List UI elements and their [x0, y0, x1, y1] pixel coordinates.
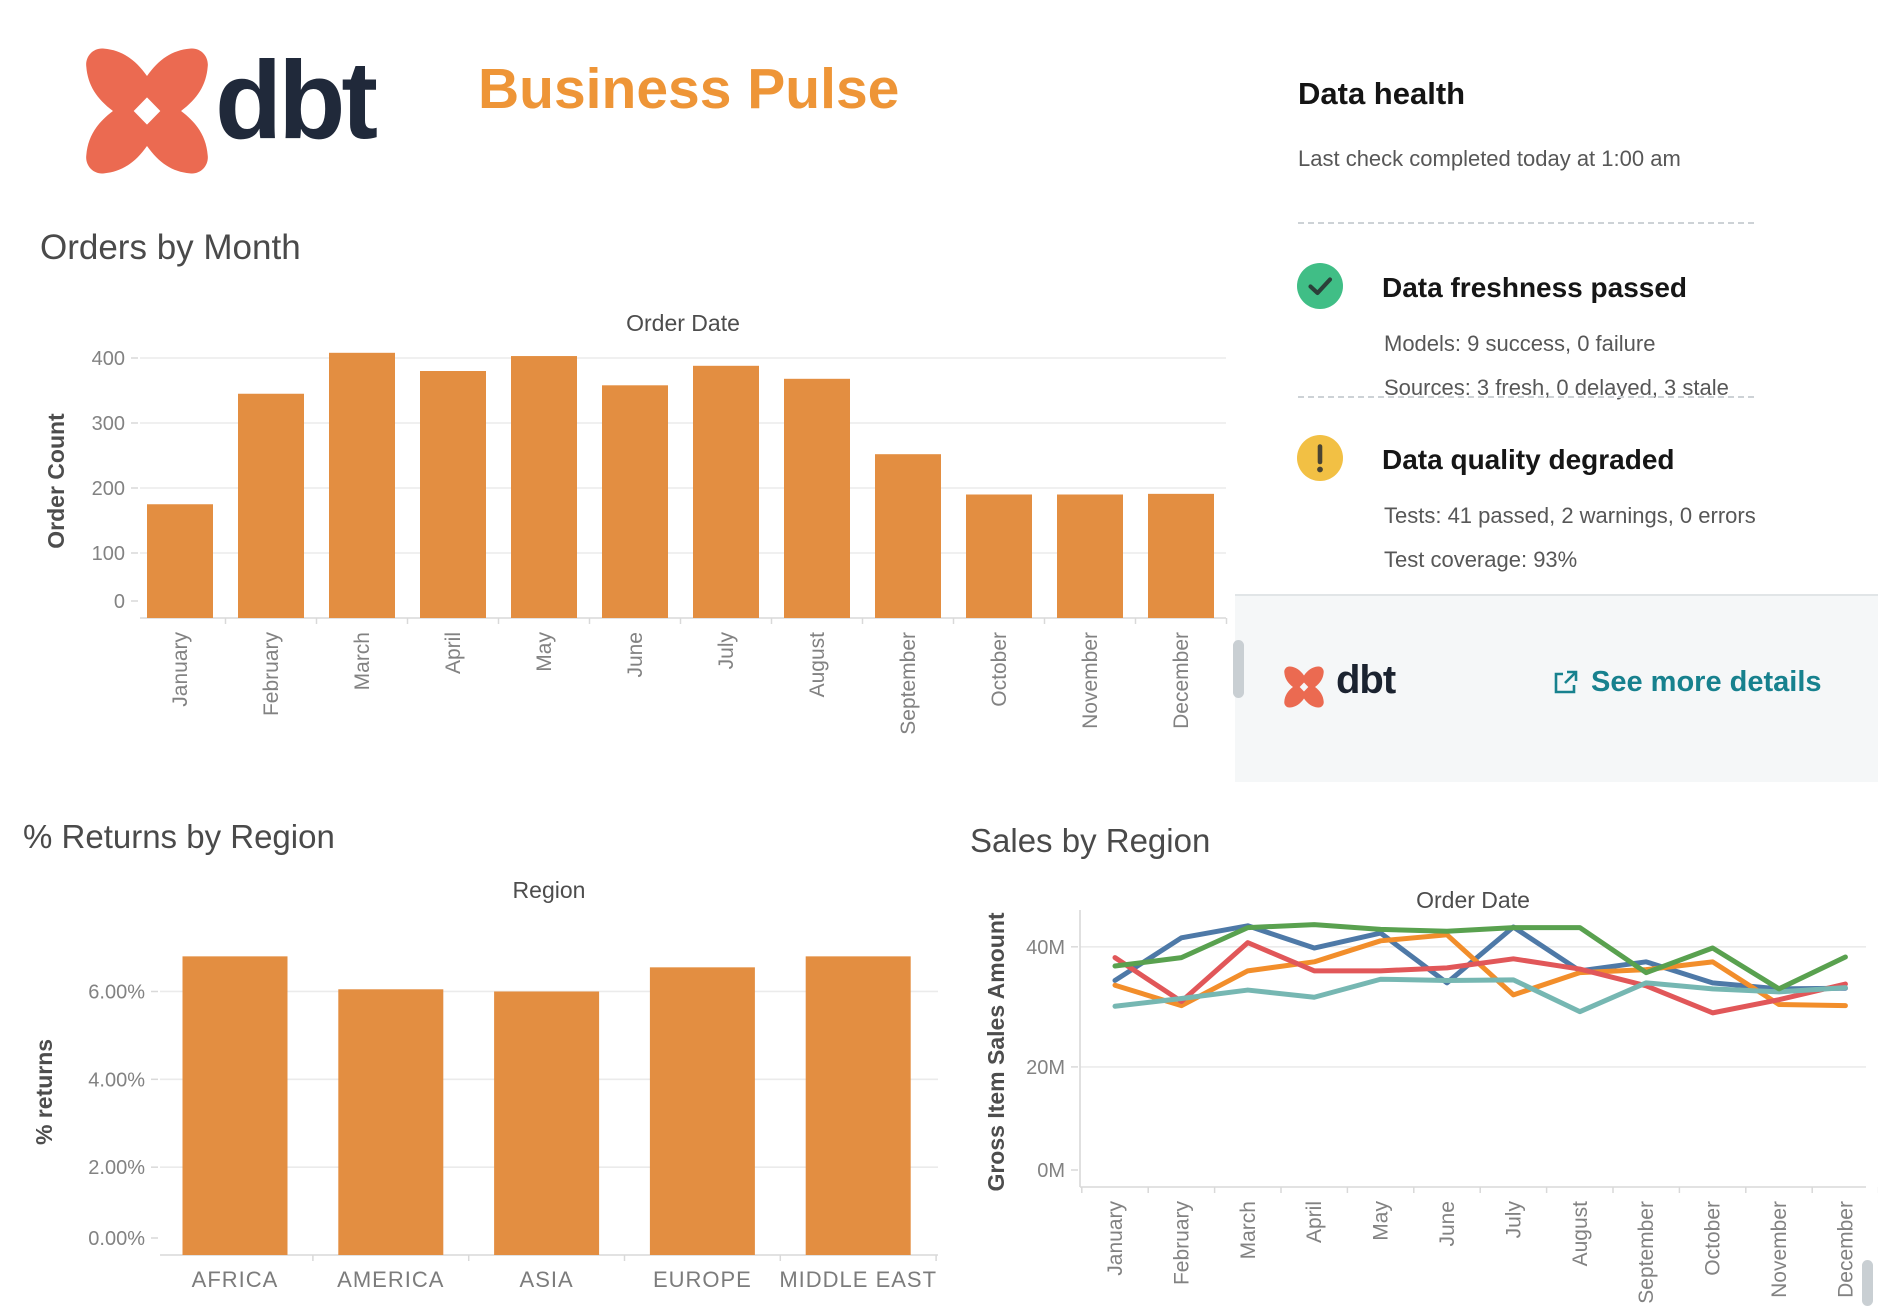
- bar-october[interactable]: [966, 494, 1032, 619]
- orders-y-axis-label: Order Count: [43, 413, 69, 549]
- x-label-april: April: [1303, 1201, 1326, 1243]
- x-label-february: February: [260, 632, 283, 717]
- bar-november[interactable]: [1057, 494, 1123, 619]
- x-label-july: July: [1502, 1201, 1525, 1239]
- x-label-may: May: [533, 632, 556, 672]
- returns-y-axis-label: % returns: [31, 1039, 57, 1145]
- x-label-june: June: [1436, 1201, 1459, 1247]
- x-label-america: AMERICA: [337, 1267, 444, 1292]
- freshness-models: Models: 9 success, 0 failure: [1384, 331, 1656, 356]
- see-more-details-label: See more details: [1591, 666, 1822, 698]
- scrollbar-thumb[interactable]: [1233, 640, 1244, 698]
- line-series-green[interactable]: [1112, 922, 1848, 992]
- x-label-may: May: [1370, 1201, 1393, 1241]
- y-tick-label: 0.00%: [88, 1228, 145, 1250]
- data-health-title: Data health: [1298, 76, 1466, 111]
- page-title: Business Pulse: [478, 57, 900, 121]
- y-tick-label: 300: [92, 413, 125, 435]
- bar-march[interactable]: [329, 352, 395, 618]
- x-label-february: February: [1170, 1201, 1193, 1286]
- x-label-april: April: [442, 632, 465, 674]
- sales-axis-title: Order Date: [1416, 887, 1530, 913]
- x-label-africa: AFRICA: [192, 1267, 279, 1292]
- warning-circle-icon: [1297, 435, 1343, 481]
- divider: [1298, 222, 1754, 224]
- y-tick-label: 4.00%: [88, 1069, 145, 1091]
- returns-chart-title: % Returns by Region: [23, 818, 335, 855]
- divider: [1298, 396, 1754, 398]
- bar-july[interactable]: [693, 365, 759, 618]
- scrollbar-thumb[interactable]: [1862, 1260, 1873, 1306]
- bar-america[interactable]: [338, 989, 444, 1255]
- x-label-june: June: [624, 632, 647, 678]
- x-label-december: December: [1170, 632, 1193, 729]
- line-series-blue[interactable]: [1112, 923, 1848, 992]
- y-tick-label: 0: [114, 591, 125, 613]
- bar-april[interactable]: [420, 371, 486, 618]
- y-tick-label: 0M: [1037, 1160, 1065, 1182]
- bar-asia[interactable]: [494, 991, 600, 1255]
- y-tick-label: 100: [92, 543, 125, 565]
- freshness-sources: Sources: 3 fresh, 0 delayed, 3 stale: [1384, 375, 1729, 400]
- returns-axis-title: Region: [513, 877, 586, 903]
- x-label-october: October: [988, 632, 1011, 707]
- sales-y-axis-label: Gross Item Sales Amount: [983, 912, 1009, 1191]
- y-tick-label: 2.00%: [88, 1157, 145, 1179]
- x-label-europe: EUROPE: [653, 1267, 752, 1292]
- bar-february[interactable]: [238, 393, 304, 618]
- check-circle-icon: [1297, 263, 1343, 309]
- sales-chart-title: Sales by Region: [970, 822, 1211, 859]
- see-more-details-link[interactable]: See more details: [1552, 666, 1822, 699]
- bar-middle east[interactable]: [805, 956, 911, 1255]
- x-label-middle east: MIDDLE EAST: [779, 1267, 937, 1292]
- orders-chart: 0 100 200 300 400 January February March April Ma…: [43, 310, 1228, 735]
- bar-may[interactable]: [511, 356, 577, 618]
- data-health-last-check: Last check completed today at 1:00 am: [1298, 146, 1681, 171]
- x-label-august: August: [806, 632, 829, 698]
- y-tick-label: 400: [92, 348, 125, 370]
- freshness-status-title: Data freshness passed: [1382, 272, 1688, 303]
- y-tick-label: 6.00%: [88, 981, 145, 1003]
- orders-axis-title: Order Date: [626, 310, 740, 336]
- dbt-logo-icon: [86, 48, 208, 174]
- returns-chart: 0.00% 2.00% 4.00% 6.00% AFRICA AMERICA ASIA EUR…: [31, 877, 938, 1292]
- orders-chart-title: Orders by Month: [40, 228, 301, 267]
- x-label-october: October: [1702, 1201, 1725, 1276]
- bar-december[interactable]: [1148, 493, 1214, 618]
- x-label-july: July: [715, 632, 738, 670]
- dbt-wordmark: dbt: [215, 39, 378, 162]
- bar-june[interactable]: [602, 385, 668, 618]
- quality-coverage: Test coverage: 93%: [1384, 547, 1578, 572]
- x-label-asia: ASIA: [520, 1267, 574, 1292]
- x-label-november: November: [1768, 1201, 1791, 1298]
- bar-august[interactable]: [784, 378, 850, 618]
- quality-status-title: Data quality degraded: [1382, 444, 1675, 475]
- x-label-march: March: [1237, 1201, 1260, 1259]
- x-label-september: September: [1635, 1201, 1658, 1304]
- external-link-icon: [1554, 670, 1578, 694]
- quality-tests: Tests: 41 passed, 2 warnings, 0 errors: [1384, 503, 1756, 528]
- y-tick-label: 200: [92, 478, 125, 500]
- bar-europe[interactable]: [649, 967, 755, 1255]
- x-label-september: September: [897, 632, 920, 735]
- line-series-teal[interactable]: [1112, 976, 1848, 1015]
- x-label-january: January: [1104, 1201, 1127, 1276]
- line-series-red[interactable]: [1112, 940, 1848, 1016]
- bar-africa[interactable]: [182, 956, 288, 1255]
- sales-chart: 0M 20M 40M January February March April May June…: [983, 887, 1878, 1304]
- x-label-march: March: [351, 632, 374, 690]
- x-label-august: August: [1569, 1201, 1592, 1267]
- x-label-january: January: [169, 632, 192, 707]
- dbt-logo-icon-small: [1284, 666, 1324, 708]
- bar-january[interactable]: [147, 504, 213, 618]
- y-tick-label: 20M: [1026, 1057, 1065, 1079]
- x-label-november: November: [1079, 632, 1102, 729]
- bar-september[interactable]: [875, 454, 941, 618]
- x-label-december: December: [1834, 1201, 1857, 1298]
- footer-dbt-wordmark: dbt: [1336, 658, 1396, 702]
- y-tick-label: 40M: [1026, 937, 1065, 959]
